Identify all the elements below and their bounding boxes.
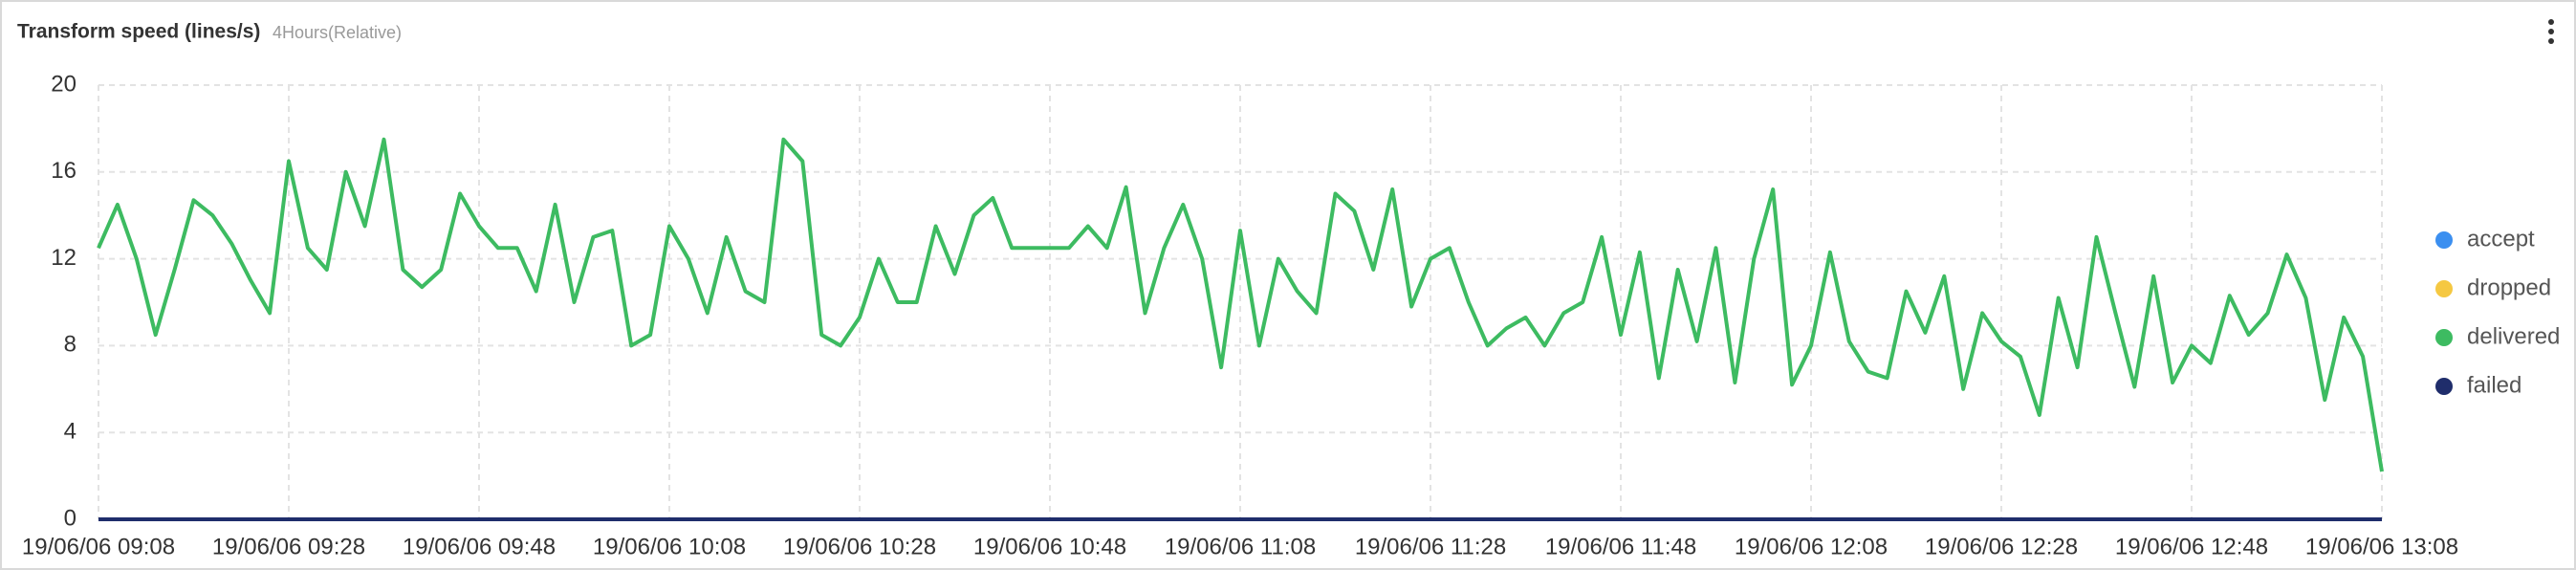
x-tick-label: 19/06/06 09:08	[22, 534, 175, 559]
menu-button[interactable]	[2548, 19, 2554, 44]
x-tick-label: 19/06/06 12:28	[1925, 534, 2078, 559]
legend-item[interactable]: delivered	[2435, 323, 2560, 349]
y-tick-label: 0	[64, 505, 76, 531]
x-tick-label: 19/06/06 09:28	[212, 534, 365, 559]
legend-label: failed	[2467, 372, 2521, 398]
x-tick-label: 19/06/06 11:48	[1545, 534, 1696, 559]
y-tick-label: 8	[64, 332, 76, 358]
legend-swatch	[2435, 329, 2453, 346]
x-tick-label: 19/06/06 11:28	[1355, 534, 1506, 559]
y-tick-label: 4	[64, 419, 76, 445]
x-tick-label: 19/06/06 12:48	[2115, 534, 2268, 559]
legend-item[interactable]: failed	[2435, 372, 2521, 398]
legend-item[interactable]: dropped	[2435, 274, 2551, 300]
x-tick-label: 19/06/06 10:48	[973, 534, 1126, 559]
y-tick-label: 16	[51, 158, 76, 184]
legend-swatch	[2435, 378, 2453, 395]
menu-dot[interactable]	[2548, 38, 2554, 44]
legend-label: delivered	[2467, 323, 2560, 349]
x-tick-label: 19/06/06 10:28	[783, 534, 936, 559]
y-tick-label: 20	[51, 71, 76, 97]
legend-item[interactable]: accept	[2435, 226, 2535, 252]
legend-swatch	[2435, 280, 2453, 297]
series-line	[97, 137, 2384, 472]
x-tick-label: 19/06/06 10:08	[593, 534, 746, 559]
legend-swatch	[2435, 231, 2453, 249]
chart-subtitle: 4Hours(Relative)	[273, 23, 402, 42]
legend-label: accept	[2467, 226, 2535, 252]
y-tick-label: 12	[51, 245, 76, 271]
x-tick-label: 19/06/06 09:48	[403, 534, 556, 559]
x-tick-label: 19/06/06 11:08	[1165, 534, 1316, 559]
chart-title: Transform speed (lines/s)	[17, 21, 260, 43]
x-tick-label: 19/06/06 13:08	[2305, 534, 2458, 559]
legend-label: dropped	[2467, 274, 2551, 300]
menu-dot[interactable]	[2548, 29, 2554, 34]
menu-dot[interactable]	[2548, 19, 2554, 25]
x-tick-label: 19/06/06 12:08	[1735, 534, 1888, 559]
